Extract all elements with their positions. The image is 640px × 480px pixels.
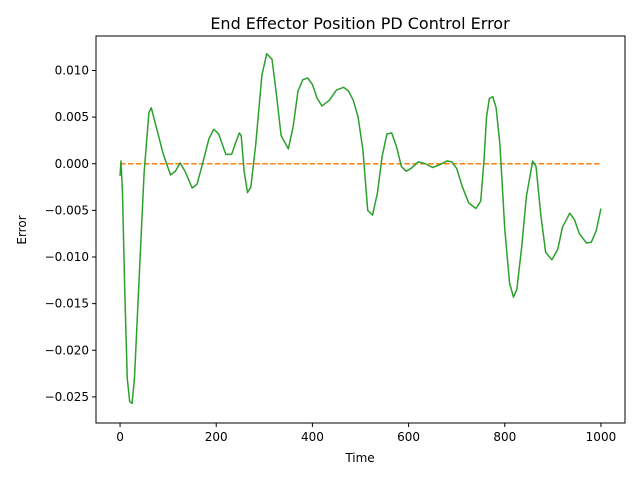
x-axis-label: Time: [344, 451, 374, 465]
x-tick-label: 800: [493, 430, 516, 444]
y-tick-label: −0.005: [45, 203, 89, 217]
x-tick-label: 600: [397, 430, 420, 444]
y-axis-ticks: 0.010 0.005 0.000 −0.005 −0.010 −0.015 −0.020 −…: [45, 64, 96, 404]
y-tick-label: 0.005: [55, 110, 89, 124]
y-tick-label: −0.010: [45, 250, 89, 264]
plot-frame: [95, 35, 626, 424]
y-tick-label: −0.025: [45, 390, 89, 404]
chart-title: End Effector Position PD Control Error: [210, 14, 510, 33]
series-layer: [119, 52, 602, 405]
x-tick-label: 1000: [586, 430, 617, 444]
series-line-2: [119, 52, 602, 405]
y-tick-label: −0.015: [45, 297, 89, 311]
y-tick-label: −0.020: [45, 343, 89, 357]
y-tick-label: 0.010: [55, 64, 89, 78]
x-tick-label: 0: [116, 430, 124, 444]
x-axis-ticks: 0 200 400 600 800 1000: [116, 423, 616, 444]
y-tick-label: 0.000: [55, 157, 89, 171]
x-tick-label: 400: [301, 430, 324, 444]
x-tick-label: 200: [205, 430, 228, 444]
y-axis-label: Error: [15, 215, 29, 244]
